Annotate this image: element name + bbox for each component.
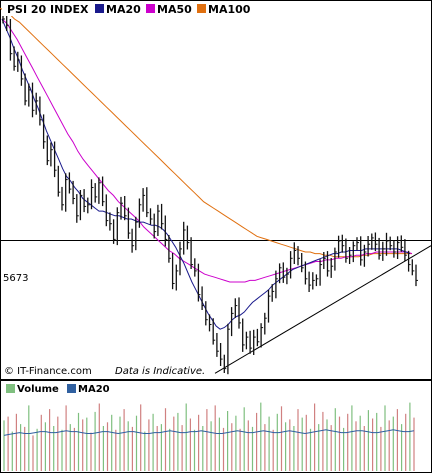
ma50-legend-label: MA50	[157, 3, 192, 16]
ma100-legend-label: MA100	[208, 3, 251, 16]
ma50-line	[1, 18, 413, 283]
ma50-legend-swatch	[146, 4, 155, 13]
volume-legend-swatch	[6, 384, 15, 393]
volume-legend-label: Volume	[17, 384, 59, 395]
ma100-line	[0, 7, 412, 258]
volume-ma20-legend-label: MA20	[78, 384, 110, 395]
volume-ma20-line	[3, 429, 415, 436]
legend-background	[2, 1, 252, 16]
price-panel-frame	[0, 0, 432, 380]
indicative-text: Data is Indicative.	[115, 366, 205, 377]
volume-bars	[3, 402, 415, 471]
volume-ma20-legend-swatch	[67, 384, 76, 393]
chart-title: PSI 20 INDEX	[7, 3, 89, 16]
level-label: 5673	[3, 273, 28, 284]
volume-panel-frame	[0, 380, 432, 473]
support-trendline	[214, 245, 432, 374]
ma20-legend-label: MA20	[106, 3, 141, 16]
ma20-legend-swatch	[95, 4, 104, 13]
copyright-text: © IT-Finance.com	[4, 366, 92, 377]
price-bars	[2, 13, 418, 375]
ma100-legend-swatch	[197, 4, 206, 13]
